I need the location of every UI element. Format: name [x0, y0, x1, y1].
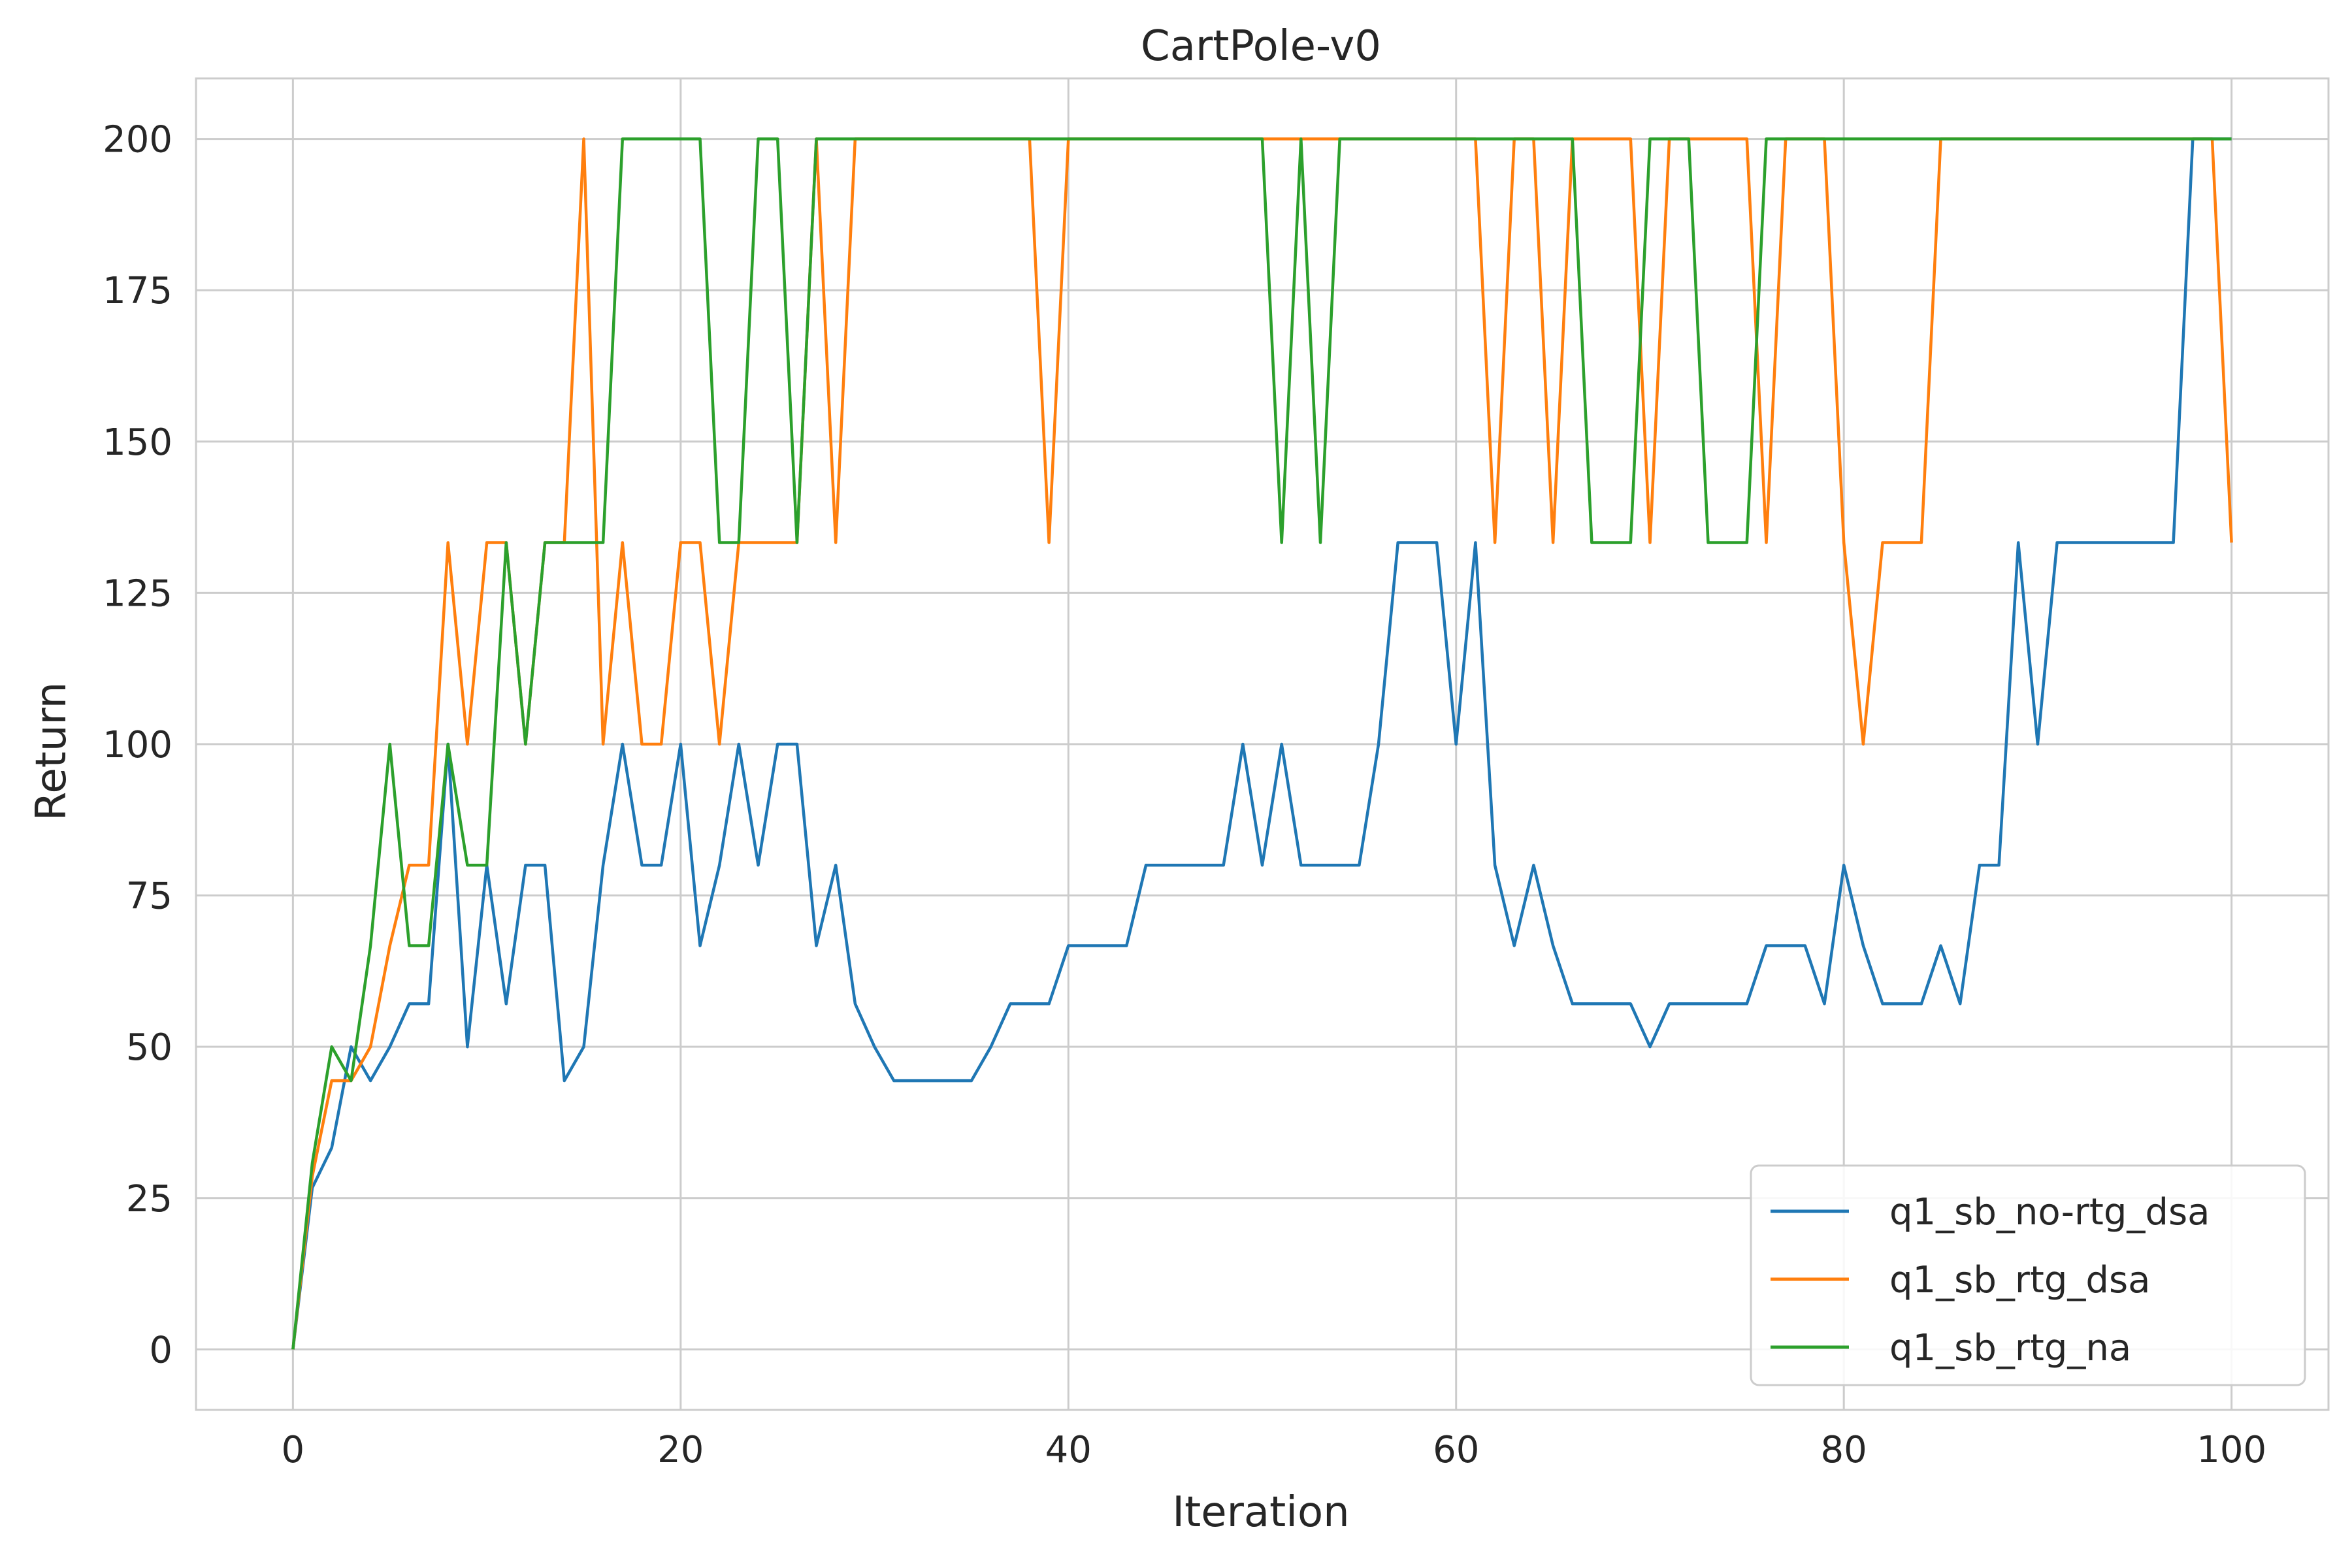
x-tick-label: 20: [657, 1429, 704, 1471]
plot-area: [195, 77, 2330, 1411]
y-tick-label: 0: [149, 1329, 172, 1371]
series-line-q1_sb_rtg_na: [291, 137, 2232, 1350]
legend-box: [1750, 1164, 2306, 1386]
y-tick-labels: 0 25 50 75 100 125 150 175 200: [103, 119, 172, 1372]
series-line-q1_sb_no-rtg_dsa: [291, 137, 2232, 1350]
x-tick-label: 60: [1433, 1429, 1479, 1471]
chart-title: CartPole-v0: [1141, 22, 1381, 71]
series-lines: [291, 137, 2233, 1350]
legend-entry-label: q1_sb_no-rtg_dsa: [1889, 1191, 2210, 1233]
legend-entry-label: q1_sb_rtg_dsa: [1889, 1259, 2150, 1301]
y-tick-label: 200: [103, 119, 172, 161]
y-axis-label: Return: [27, 682, 76, 821]
y-tick-label: 125: [103, 572, 172, 615]
y-tick-label: 100: [103, 724, 172, 766]
y-tick-label: 25: [126, 1178, 172, 1220]
x-tick-label: 100: [2197, 1429, 2266, 1471]
y-tick-label: 50: [126, 1026, 172, 1069]
x-tick-label: 0: [282, 1429, 305, 1471]
legend-entry-label: q1_sb_rtg_na: [1889, 1327, 2131, 1369]
y-tick-label: 150: [103, 421, 172, 464]
x-tick-label: 40: [1045, 1429, 1092, 1471]
y-tick-label: 175: [103, 270, 172, 312]
x-tick-labels: 0 20 40 60 80 100: [282, 1429, 2267, 1471]
legend: q1_sb_no-rtg_dsa q1_sb_rtg_dsa q1_sb_rtg_n…: [1750, 1164, 2306, 1386]
y-tick-label: 75: [126, 875, 172, 918]
x-axis-label: Iteration: [1172, 1488, 1349, 1537]
x-tick-label: 80: [1821, 1429, 1867, 1471]
